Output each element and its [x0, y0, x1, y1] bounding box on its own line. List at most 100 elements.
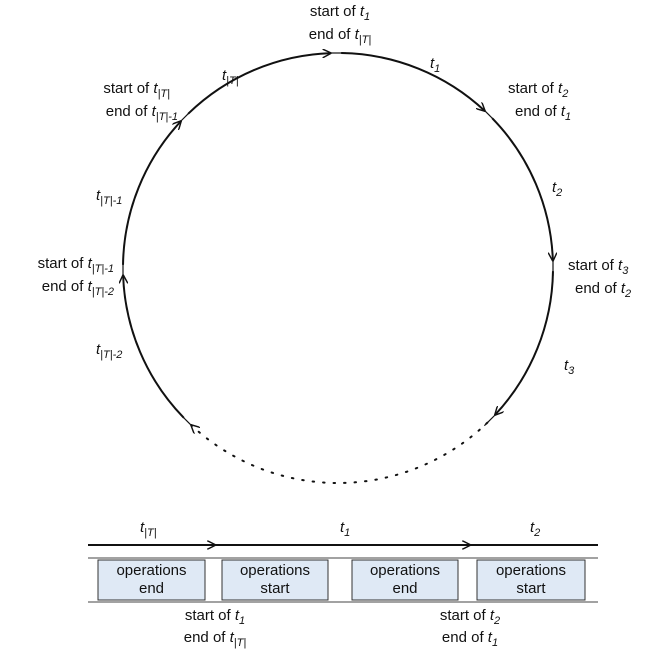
- label-var: t: [355, 26, 360, 43]
- boundary-tick: [483, 413, 497, 427]
- label-var: t: [153, 80, 158, 97]
- label: t1: [430, 55, 440, 75]
- label-text: start of: [38, 255, 88, 272]
- label-sub: 3: [568, 365, 575, 377]
- label-var: t: [235, 607, 240, 624]
- label: t1: [340, 519, 350, 539]
- label-text: end of: [184, 629, 230, 646]
- label: end of t|T|: [184, 629, 247, 649]
- label-var: t: [96, 187, 101, 204]
- operations-box: [97, 559, 206, 601]
- box-text: operations: [370, 562, 440, 579]
- label-var: t: [618, 257, 623, 274]
- label-sub: 2: [555, 187, 562, 199]
- label-var: t: [621, 280, 626, 297]
- label-var: t: [430, 55, 435, 72]
- box-text: start: [260, 580, 290, 597]
- label-var: t: [152, 103, 157, 120]
- label-sub: 1: [565, 111, 571, 123]
- label-var: t: [488, 629, 493, 646]
- label-var: t: [490, 607, 495, 624]
- label-sub: 1: [364, 11, 370, 23]
- label-sub: 3: [622, 265, 629, 277]
- label-text: end of: [442, 629, 488, 646]
- label-sub: 1: [239, 615, 245, 627]
- label: t|T|-1: [96, 187, 122, 207]
- label-sub: |T|: [359, 34, 372, 46]
- label: t3: [564, 357, 575, 377]
- label: t2: [530, 519, 540, 539]
- boundary-tick: [483, 109, 497, 123]
- timeline: t|T| t1 t2operationsendoperationsstartoper…: [88, 519, 598, 649]
- label-sub: |T|-2: [100, 349, 122, 361]
- boundary-tick: [179, 109, 193, 123]
- label: t|T|: [222, 67, 239, 87]
- box-text: operations: [116, 562, 186, 579]
- label: start of t3: [568, 257, 629, 277]
- label-sub: 1: [434, 63, 440, 75]
- label-sub: 2: [624, 288, 631, 300]
- label-sub: 2: [533, 527, 540, 539]
- label-text: end of: [42, 278, 88, 295]
- dotted-arc: [191, 421, 489, 484]
- label: t2: [552, 179, 562, 199]
- label-sub: |T|: [234, 637, 247, 649]
- label: start of t2: [508, 80, 568, 100]
- label-sub: 1: [492, 637, 498, 649]
- box-text: operations: [240, 562, 310, 579]
- label-sub: |T|-1: [92, 263, 114, 275]
- arc: [123, 276, 185, 419]
- arc: [491, 117, 553, 261]
- label-text: start of: [185, 607, 235, 624]
- label-text: start of: [568, 257, 618, 274]
- label-var: t: [360, 3, 365, 20]
- operations-box: [221, 559, 329, 601]
- label-sub: |T|: [226, 75, 239, 87]
- operations-box: [351, 559, 459, 601]
- label-var: t: [140, 519, 145, 536]
- label-text: end of: [106, 103, 152, 120]
- label-var: t: [340, 519, 345, 536]
- label: start of t2: [440, 607, 500, 627]
- label-text: start of: [103, 80, 153, 97]
- boundary-tick: [179, 413, 193, 427]
- label: start of t|T|-1: [38, 255, 114, 275]
- label-var: t: [88, 255, 93, 272]
- label-text: start of: [440, 607, 490, 624]
- label-sub: |T|: [144, 527, 157, 539]
- label-sub: |T|-1: [100, 195, 122, 207]
- label: end of t1: [442, 629, 498, 649]
- label-sub: 2: [493, 615, 500, 627]
- label-var: t: [88, 278, 93, 295]
- operations-box: [476, 559, 586, 601]
- arc: [187, 53, 331, 115]
- label-text: end of: [575, 280, 621, 297]
- label-sub: |T|: [158, 88, 171, 100]
- label-var: t: [564, 357, 569, 374]
- label-var: t: [222, 67, 227, 84]
- label-var: t: [96, 341, 101, 358]
- box-text: start: [516, 580, 546, 597]
- label: end of t1: [515, 103, 571, 123]
- label: end of t|T|-2: [42, 278, 114, 298]
- label-var: t: [530, 519, 535, 536]
- label-var: t: [552, 179, 557, 196]
- label-var: t: [558, 80, 563, 97]
- box-text: end: [139, 580, 164, 597]
- label: end of t|T|-1: [106, 103, 178, 123]
- label-text: end of: [515, 103, 561, 120]
- label: start of t|T|: [103, 80, 170, 100]
- label-var: t: [561, 103, 566, 120]
- label: start of t1: [310, 3, 370, 23]
- label: end of t|T|: [309, 26, 372, 46]
- label-text: start of: [508, 80, 558, 97]
- label-var: t: [230, 629, 235, 646]
- label-text: end of: [309, 26, 355, 43]
- arc: [340, 52, 485, 111]
- box-text: operations: [496, 562, 566, 579]
- label: t|T|-2: [96, 341, 122, 361]
- label-text: start of: [310, 3, 360, 20]
- label-sub: |T|-1: [156, 111, 178, 123]
